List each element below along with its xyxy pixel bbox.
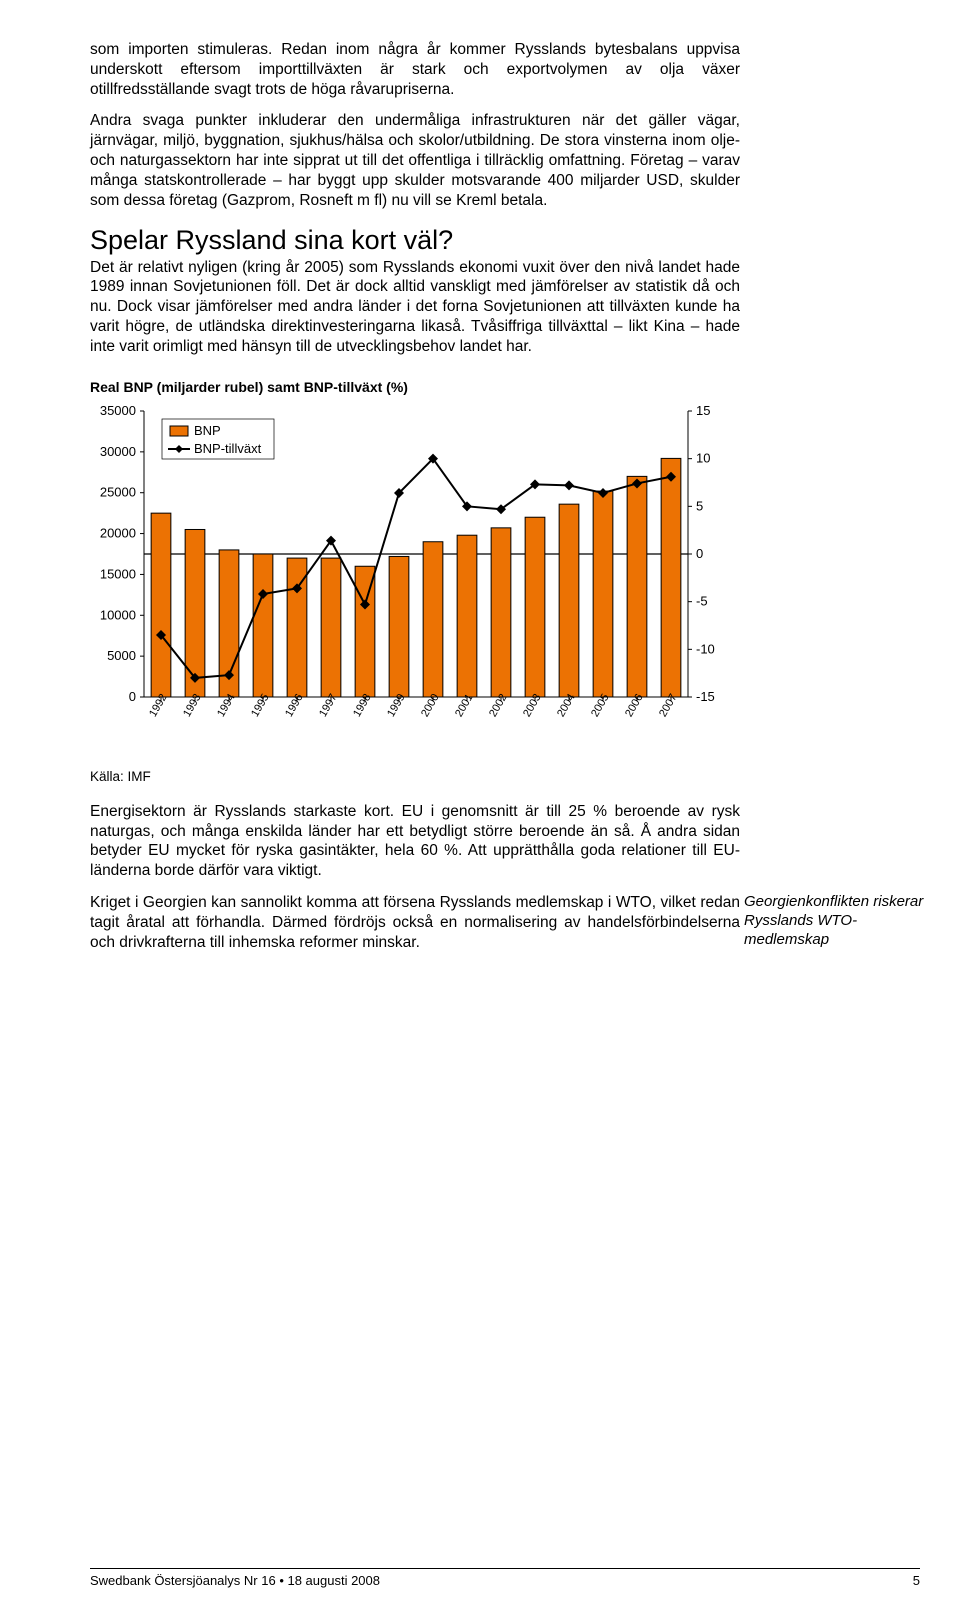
- svg-text:1992: 1992: [147, 692, 170, 719]
- svg-text:1995: 1995: [249, 692, 272, 719]
- margin-note: Georgienkonflikten riskerar Rysslands WT…: [744, 893, 924, 949]
- chart-title: Real BNP (miljarder rubel) samt BNP-till…: [90, 379, 740, 395]
- footer: Swedbank Östersjöanalys Nr 16 • 18 augus…: [90, 1568, 920, 1588]
- svg-text:35000: 35000: [100, 403, 136, 418]
- svg-text:5: 5: [696, 498, 703, 513]
- svg-text:30000: 30000: [100, 444, 136, 459]
- svg-text:1993: 1993: [181, 692, 204, 719]
- svg-text:1999: 1999: [385, 692, 408, 719]
- svg-text:20000: 20000: [100, 525, 136, 540]
- svg-text:2004: 2004: [555, 692, 578, 719]
- svg-text:1996: 1996: [283, 692, 306, 719]
- svg-text:BNP: BNP: [194, 423, 221, 438]
- svg-text:0: 0: [129, 689, 136, 704]
- svg-text:1994: 1994: [215, 692, 238, 719]
- svg-text:15: 15: [696, 403, 710, 418]
- svg-text:2007: 2007: [657, 692, 680, 719]
- svg-text:0: 0: [696, 546, 703, 561]
- svg-text:2005: 2005: [589, 692, 612, 719]
- svg-text:BNP-tillväxt: BNP-tillväxt: [194, 441, 262, 456]
- page: som importen stimuleras. Redan inom någr…: [0, 0, 960, 1612]
- footer-left: Swedbank Östersjöanalys Nr 16 • 18 augus…: [90, 1573, 380, 1588]
- svg-text:10: 10: [696, 450, 710, 465]
- svg-text:1998: 1998: [351, 692, 374, 719]
- paragraph-2: Andra svaga punkter inkluderar den under…: [90, 111, 740, 210]
- svg-text:2003: 2003: [521, 692, 544, 719]
- chart-source: Källa: IMF: [90, 769, 740, 784]
- svg-text:-15: -15: [696, 689, 715, 704]
- svg-text:-5: -5: [696, 593, 708, 608]
- svg-text:-10: -10: [696, 641, 715, 656]
- section-heading: Spelar Ryssland sina kort väl?: [90, 225, 740, 256]
- svg-text:2002: 2002: [487, 692, 510, 719]
- footer-right: 5: [913, 1573, 920, 1588]
- paragraph-5: Kriget i Georgien kan sannolikt komma at…: [90, 893, 740, 952]
- svg-text:5000: 5000: [107, 648, 136, 663]
- svg-text:2000: 2000: [419, 692, 442, 719]
- svg-text:25000: 25000: [100, 484, 136, 499]
- svg-text:1997: 1997: [317, 692, 340, 719]
- svg-text:15000: 15000: [100, 566, 136, 581]
- paragraph-1: som importen stimuleras. Redan inom någr…: [90, 40, 740, 99]
- chart-svg: 05000100001500020000250003000035000-15-1…: [90, 401, 730, 741]
- chart: 05000100001500020000250003000035000-15-1…: [90, 401, 730, 741]
- svg-text:2001: 2001: [453, 692, 476, 719]
- paragraph-4: Energisektorn är Rysslands starkaste kor…: [90, 802, 740, 881]
- svg-text:2006: 2006: [623, 692, 646, 719]
- paragraph-3: Det är relativt nyligen (kring år 2005) …: [90, 258, 740, 357]
- svg-text:10000: 10000: [100, 607, 136, 622]
